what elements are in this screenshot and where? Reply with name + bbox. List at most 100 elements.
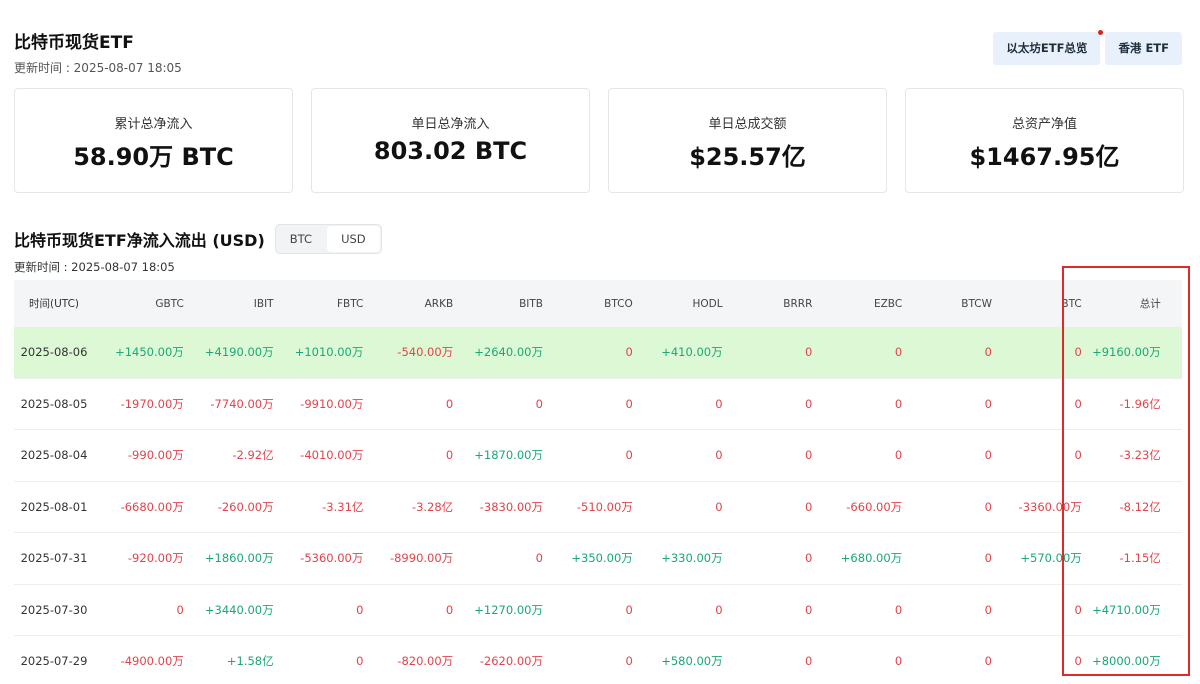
date-cell: 2025-07-29 [20,654,88,669]
flow-cell: +3440.00万 [204,602,274,617]
flow-cell: -9910.00万 [300,396,364,411]
flow-cell: 0 [894,602,903,617]
column-header: BITB [519,297,543,310]
flow-cell: 0 [984,345,992,360]
date-cell: 2025-07-30 [20,602,88,617]
flow-cell: +4190.00万 [204,345,274,360]
flow-cell: -3.31亿 [322,499,364,514]
toggle-usd[interactable]: USD [327,226,380,252]
flow-cell: -3.28亿 [411,499,454,514]
stat-value: $25.57亿 [689,143,806,171]
flow-cell: 0 [805,448,813,463]
flow-cell: 0 [535,551,543,566]
flow-cell: 0 [176,602,184,617]
flow-cell: 0 [805,499,813,514]
flow-cell: 0 [356,654,364,669]
stat-value: $1467.95亿 [969,143,1120,171]
stat-label: 单日总净流入 [411,117,490,132]
flow-cell: -260.00万 [217,499,274,514]
eth-etf-overview-button[interactable]: 以太坊ETF总览 [993,30,1104,65]
hk-etf-button[interactable]: 香港 ETF [1105,32,1182,65]
flow-cell: +8000.00万 [1092,654,1161,669]
flow-cell: 0 [1074,448,1082,463]
flow-cell: 0 [984,654,992,669]
stats-cards: 累计总净流入 58.90万 BTC 单日总净流入 803.02 BTC 单日总成… [14,88,1184,193]
column-header: IBIT [253,297,274,310]
flow-cell: 0 [715,396,723,411]
flow-cell: -2620.00万 [479,654,543,669]
column-header: BTC [1061,297,1082,310]
table-row: 2025-08-06 +1450.00万 +4190.00万 +1010.00万 -54… [14,327,1182,379]
etf-flow-table: 时间(UTC) GBTC IBIT FBTC ARKB BITB BTCO HODL BRRR E… [14,280,1182,684]
flow-cell: +1270.00万 [474,602,543,617]
flow-cell: -8.12亿 [1119,499,1161,514]
flow-cell: -990.00万 [127,448,184,463]
stat-card-total-nav: 总资产净值 $1467.95亿 [905,88,1184,193]
table-row: 2025-08-04 -990.00万 -2.92亿 -4010.00万 0 +1870.… [14,430,1182,482]
hk-etf-label: 香港 ETF [1118,41,1169,55]
column-header: BRRR [783,297,813,310]
table-body: 2025-08-06 +1450.00万 +4190.00万 +1010.00万 -54… [14,327,1182,684]
flow-cell: -6680.00万 [120,499,184,514]
date-cell: 2025-08-06 [20,345,88,360]
column-header: EZBC [873,297,903,310]
flow-cell: -8990.00万 [389,551,454,566]
section-update-time: 更新时间 : 2025-08-07 18:05 [14,260,175,274]
flow-cell: 0 [805,654,813,669]
flow-cell: 0 [805,602,813,617]
flow-cell: +680.00万 [840,551,903,566]
flow-cell: 0 [984,551,992,566]
flow-cell: 0 [1074,602,1082,617]
toggle-btc[interactable]: BTC [289,232,313,246]
table-row: 2025-07-29 -4900.00万 +1.58亿 0 -820.00万 -2620.… [14,636,1182,684]
flow-cell: 0 [625,396,633,411]
flow-cell: -2.92亿 [232,448,274,463]
flow-cell: 0 [1074,345,1082,360]
flow-cell: 0 [445,602,454,617]
column-header: FBTC [337,297,364,310]
flow-cell: 0 [984,602,992,617]
page-header: 比特币现货ETF 更新时间 : 2025-08-07 18:05 [14,28,182,76]
flow-cell: 0 [445,448,454,463]
flow-cell: 0 [445,396,454,411]
flow-cell: 0 [715,499,723,514]
flow-cell: +1.58亿 [226,654,274,669]
flow-cell: -3.23亿 [1119,448,1161,463]
section-title: 比特币现货ETF净流入流出 (USD) [14,231,265,250]
flow-cell: 0 [805,345,813,360]
flow-cell: 0 [805,551,813,566]
stat-value: 58.90万 BTC [73,143,234,171]
flow-cell: 0 [1074,396,1082,411]
flow-cell: -1.15亿 [1119,551,1161,566]
flow-cell: +350.00万 [571,551,633,566]
stat-card-daily-inflow: 单日总净流入 803.02 BTC [311,88,590,193]
flow-cell: 0 [984,396,992,411]
flow-cell: 0 [1074,654,1082,669]
flow-cell: +570.00万 [1020,551,1082,566]
table-row: 2025-07-31 -920.00万 +1860.00万 -5360.00万 -899… [14,533,1182,585]
column-header: 总计 [1139,298,1161,310]
flow-cell: 0 [894,396,903,411]
stat-label: 累计总净流入 [114,117,193,132]
flow-cell: +4710.00万 [1092,602,1161,617]
flow-cell: 0 [894,654,903,669]
stat-value: 803.02 BTC [373,137,528,165]
page-title: 比特币现货ETF [14,33,134,53]
eth-etf-overview-label: 以太坊ETF总览 [1006,41,1088,55]
update-time: 更新时间 : 2025-08-07 18:05 [14,61,182,75]
table-row: 2025-08-05 -1970.00万 -7740.00万 -9910.00万 0 0 0… [14,379,1182,430]
flow-cell: +330.00万 [661,551,723,566]
flow-cell: 0 [984,448,992,463]
flow-cell: -660.00万 [846,499,903,514]
flow-cell: +2640.00万 [474,345,543,360]
date-cell: 2025-08-01 [20,499,88,514]
flow-cell: -1970.00万 [120,396,184,411]
flow-cell: 0 [625,448,633,463]
flow-cell: +1450.00万 [115,345,184,360]
flow-cell: +9160.00万 [1092,345,1161,360]
date-cell: 2025-07-31 [20,551,88,566]
table-header-row: 时间(UTC) GBTC IBIT FBTC ARKB BITB BTCO HODL BRRR E… [14,280,1182,327]
table-row: 2025-08-01 -6680.00万 -260.00万 -3.31亿 -3.28亿 -… [14,482,1182,533]
flow-cell: +1860.00万 [204,551,274,566]
flow-cell: -510.00万 [576,499,633,514]
